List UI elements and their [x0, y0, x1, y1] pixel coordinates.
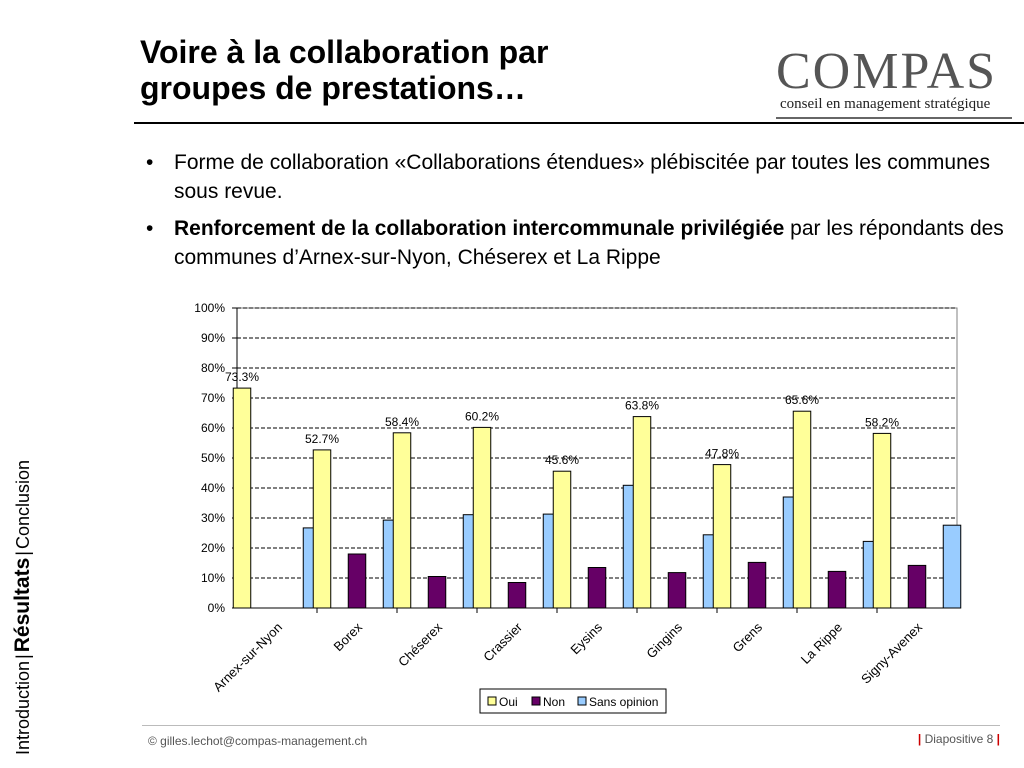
- bullet-dot-icon: •: [146, 217, 154, 240]
- y-tick-label: 0%: [208, 601, 226, 615]
- bullet-bold-text: Renforcement de la collaboration interco…: [174, 217, 785, 240]
- x-tick-label: Chéserex: [395, 619, 445, 669]
- bar-non: [827, 570, 847, 609]
- y-tick-label: 80%: [201, 361, 225, 375]
- footer-page-label: Diapositive 8: [924, 732, 994, 746]
- logo-underline: [776, 117, 1012, 119]
- data-label: 47.8%: [705, 447, 739, 461]
- bar-non: [427, 576, 447, 609]
- y-tick-label: 100%: [194, 301, 225, 315]
- x-tick-label: Arnex-sur-Nyon: [210, 620, 285, 695]
- legend-label: Sans opinion: [589, 695, 658, 709]
- bar-oui: [392, 432, 412, 609]
- data-label: 73.3%: [225, 370, 259, 384]
- x-tick-label: Gingins: [643, 619, 685, 661]
- logo-tagline: conseil en management stratégique: [780, 96, 991, 112]
- bar-oui: [552, 470, 572, 609]
- y-tick-label: 40%: [201, 481, 225, 495]
- data-label: 65.6%: [785, 393, 819, 407]
- bar-non: [907, 564, 927, 609]
- legend-swatch: [577, 696, 587, 706]
- data-label: 45.6%: [545, 453, 579, 467]
- y-tick-label: 10%: [201, 571, 225, 585]
- x-tick-label: Grens: [729, 619, 765, 655]
- bar-oui: [232, 387, 252, 609]
- bar-oui: [792, 410, 812, 609]
- x-tick-label: Borex: [330, 619, 365, 654]
- x-tick-label: La Rippe: [798, 620, 845, 667]
- bullet-list: • Forme de collaboration «Collaborations…: [146, 148, 1014, 280]
- bar-oui: [632, 416, 652, 609]
- data-label: 58.2%: [865, 415, 899, 429]
- title-line-1: Voire à la collaboration par: [140, 34, 549, 70]
- footer-bar: |: [996, 732, 1000, 746]
- y-tick-label: 70%: [201, 391, 225, 405]
- bar-non: [667, 572, 687, 609]
- compas-logo: COMPAS conseil en management stratégique: [776, 44, 1016, 124]
- legend: [479, 688, 667, 714]
- bar-oui: [312, 449, 332, 609]
- data-label: 63.8%: [625, 399, 659, 413]
- logo-word: COMPAS: [776, 43, 998, 100]
- data-label: 60.2%: [465, 409, 499, 423]
- footer-bar: |: [917, 732, 922, 746]
- y-tick-label: 90%: [201, 331, 225, 345]
- data-label: 58.4%: [385, 415, 419, 429]
- legend-swatch: [531, 696, 541, 706]
- bar-non: [747, 561, 767, 609]
- footer-email: © gilles.lechot@compas-management.ch: [148, 734, 368, 748]
- bar-sans-opinion: [942, 524, 962, 609]
- bullet-item: • Renforcement de la collaboration inter…: [146, 214, 1014, 272]
- legend-swatch: [487, 696, 497, 706]
- bar-oui: [472, 426, 492, 609]
- data-label: 52.7%: [305, 432, 339, 446]
- bar-non: [587, 567, 607, 609]
- bullet-item: • Forme de collaboration «Collaborations…: [146, 148, 1014, 206]
- title-line-2: groupes de prestations…: [140, 70, 526, 106]
- y-tick-label: 50%: [201, 451, 225, 465]
- bar-non: [507, 582, 527, 609]
- legend-label: Oui: [499, 695, 518, 709]
- bar-non: [347, 553, 367, 609]
- y-tick-label: 30%: [201, 511, 225, 525]
- bullet-text: par les répondants des communes d’Arnex-…: [174, 217, 1004, 269]
- x-tick-label: Crassier: [480, 619, 525, 664]
- x-tick-label: Eysins: [567, 619, 605, 657]
- y-tick-label: 20%: [201, 541, 225, 555]
- footer-page: | Diapositive 8 |: [918, 732, 1000, 746]
- bullet-dot-icon: •: [146, 151, 154, 174]
- title-divider: [134, 122, 1024, 124]
- bar-oui: [712, 464, 732, 609]
- legend-label: Non: [543, 695, 565, 709]
- bullet-text: Forme de collaboration «Collaborations é…: [174, 151, 990, 203]
- slide-title: Voire à la collaboration par groupes de …: [140, 34, 740, 106]
- y-tick-label: 60%: [201, 421, 225, 435]
- x-tick-label: Signy-Avenex: [858, 619, 926, 687]
- footer-divider: [142, 725, 1000, 726]
- bar-oui: [872, 432, 892, 609]
